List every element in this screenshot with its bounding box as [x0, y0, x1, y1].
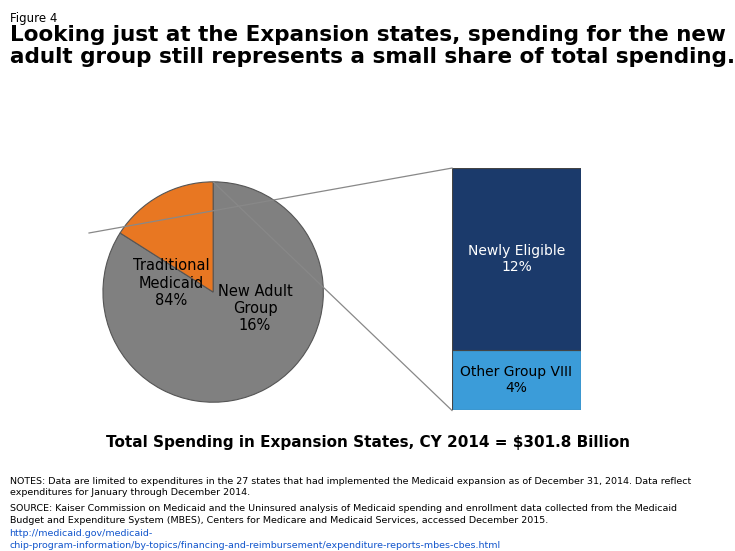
Text: KAISER: KAISER [651, 504, 705, 517]
Text: FOUNDATION: FOUNDATION [655, 534, 701, 539]
Text: NOTES: Data are limited to expenditures in the 27 states that had implemented th: NOTES: Data are limited to expenditures … [10, 477, 691, 498]
Text: http://medicaid.gov/medicaid-
chip-program-information/by-topics/financing-and-r: http://medicaid.gov/medicaid- chip-progr… [10, 529, 501, 550]
Text: THE HENRY J.: THE HENRY J. [655, 493, 701, 498]
Text: New Adult
Group
16%: New Adult Group 16% [218, 284, 293, 333]
Text: Total Spending in Expansion States, CY 2014 = $301.8 Billion: Total Spending in Expansion States, CY 2… [106, 435, 629, 450]
Text: Newly Eligible
12%: Newly Eligible 12% [467, 244, 565, 274]
Text: Looking just at the Expansion states, spending for the new
adult group still rep: Looking just at the Expansion states, sp… [10, 25, 735, 67]
Text: SOURCE: Kaiser Commission on Medicaid and the Uninsured analysis of Medicaid spe: SOURCE: Kaiser Commission on Medicaid an… [10, 504, 676, 525]
Wedge shape [103, 182, 323, 402]
Text: FAMILY: FAMILY [659, 519, 697, 529]
Text: Traditional
Medicaid
84%: Traditional Medicaid 84% [133, 258, 209, 308]
Text: Figure 4: Figure 4 [10, 12, 57, 25]
Text: Other Group VIII
4%: Other Group VIII 4% [460, 365, 573, 395]
Bar [452, 168, 581, 350]
Wedge shape [120, 182, 213, 292]
Bar [452, 350, 581, 410]
